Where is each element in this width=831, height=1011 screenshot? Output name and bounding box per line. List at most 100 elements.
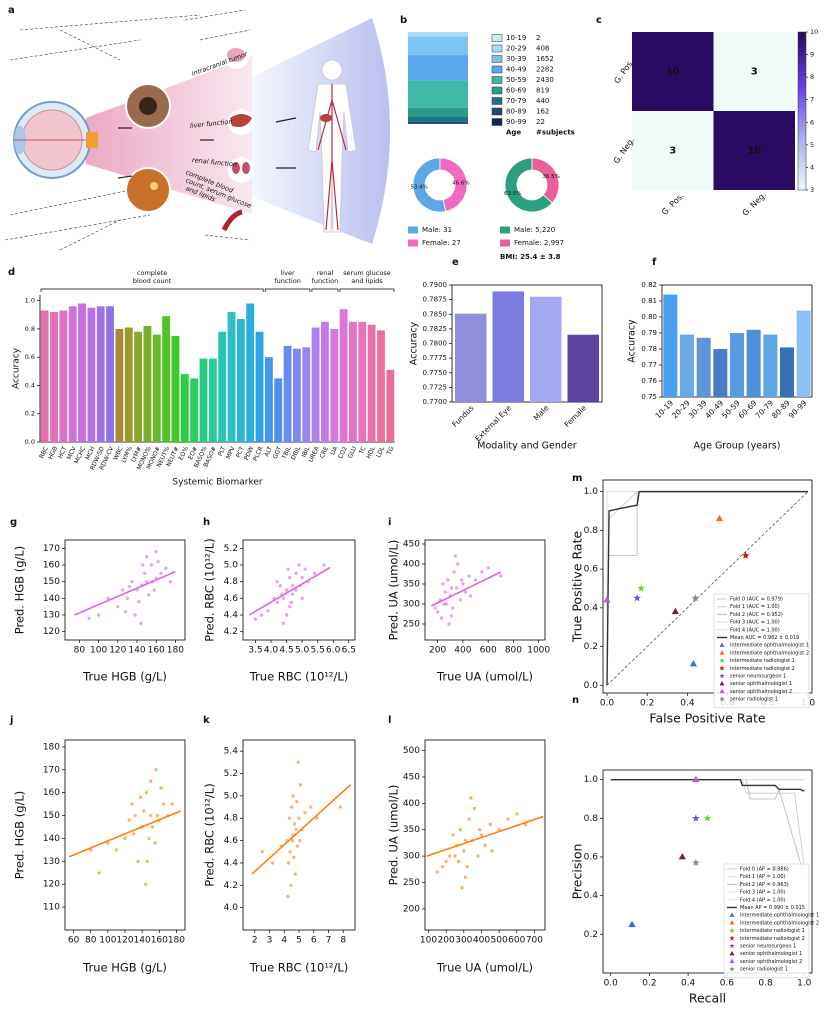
- legend-label: senior radiologist 1: [740, 967, 788, 973]
- legend-label: senior neurosurgeon 1: [730, 674, 786, 680]
- y-tick-label: 5.0: [224, 791, 239, 801]
- x-tick-label: 0.0: [600, 699, 615, 709]
- panel-label: l: [388, 715, 391, 726]
- arrow: [117, 175, 133, 179]
- point: [170, 802, 174, 806]
- donut-slice: [504, 157, 553, 213]
- reader-point: [741, 551, 750, 559]
- x-tick-label: 140: [134, 936, 151, 946]
- x-tick-label: DBIL: [290, 445, 302, 461]
- ray: [9, 189, 131, 216]
- kidney: [232, 162, 240, 174]
- stack-segment: [408, 36, 468, 56]
- y-axis-label: Accuracy: [627, 319, 638, 363]
- column-label: G. Neg.: [741, 190, 768, 217]
- panel-label: j: [9, 715, 13, 726]
- legend-marker: [729, 958, 735, 964]
- y-axis-label: Pred. RBC (10¹²/L): [203, 538, 217, 641]
- panel-label: f: [652, 257, 657, 268]
- y-tick-label: 0.75: [641, 393, 657, 401]
- colorbar-step: [798, 39, 806, 45]
- point: [314, 816, 319, 820]
- point: [292, 855, 296, 860]
- point: [480, 570, 484, 574]
- x-tick-label: 100: [90, 646, 107, 656]
- y-axis-label: Accuracy: [409, 321, 420, 365]
- body-head: [321, 59, 343, 81]
- legend-label: senior ophthalmologist 2: [740, 959, 802, 965]
- x-tick-label: 400: [473, 936, 490, 946]
- stack-segment: [408, 80, 468, 108]
- bar: [780, 347, 794, 397]
- y-tick-label: 180: [43, 742, 60, 752]
- legend-marker: [729, 950, 735, 956]
- bar: [663, 294, 678, 397]
- point: [130, 579, 134, 584]
- x-tick-label: 90-99: [787, 398, 809, 420]
- point: [469, 796, 473, 800]
- colorbar-step: [798, 146, 806, 151]
- panel-label: i: [388, 517, 391, 528]
- bar: [730, 333, 744, 397]
- y-axis-label: Pred. HGB (g/L): [13, 546, 27, 635]
- point: [291, 584, 295, 588]
- ray: [204, 234, 251, 241]
- y-tick-label: 170: [43, 544, 60, 554]
- colorbar-step: [798, 122, 806, 128]
- colorbar-step: [798, 79, 806, 84]
- reader-point: [689, 659, 698, 667]
- slice-label: 63.5%: [504, 191, 521, 197]
- colorbar-step: [798, 182, 806, 187]
- bar: [680, 334, 694, 397]
- legend-label: Fold 1 (AP = 1.00): [740, 874, 786, 880]
- x-tick-label: 300: [455, 936, 472, 946]
- group-label: blood count: [133, 277, 172, 285]
- legend-marker: [729, 943, 735, 949]
- y-tick-label: 0.8: [25, 325, 35, 333]
- point: [294, 827, 298, 832]
- y-tick-label: 0.81: [641, 297, 657, 305]
- y-tick-label: 130: [43, 857, 60, 867]
- point: [292, 822, 297, 826]
- x-tick-label: IBIL: [300, 445, 311, 459]
- legend-label: 80-89: [506, 108, 526, 116]
- point: [286, 861, 291, 865]
- y-tick-label: 5.4: [224, 747, 239, 757]
- legend-swatch: [500, 226, 510, 234]
- x-tick-label: 0.4: [680, 699, 695, 709]
- point: [296, 760, 300, 765]
- y-tick-label: 400: [403, 799, 420, 809]
- point: [142, 809, 146, 813]
- colorbar-step: [798, 91, 806, 96]
- projection-wedge: [86, 56, 252, 214]
- legend-label: Mean AP = 0.990 ± 0.015: [740, 905, 805, 911]
- colorbar-step: [798, 186, 806, 191]
- group-label: renal: [317, 269, 334, 277]
- reader-point: [692, 858, 700, 867]
- stack-segment: [408, 117, 468, 122]
- y-tick-label: 0.80: [641, 313, 657, 321]
- x-tick-label: UA: [330, 445, 340, 456]
- point: [338, 805, 342, 809]
- legend-label: senior ophthalmologist 1: [740, 951, 802, 957]
- y-tick-label: 400: [403, 560, 420, 570]
- point: [449, 614, 454, 618]
- point: [452, 570, 456, 574]
- point: [147, 836, 151, 841]
- legend-marker: [729, 920, 735, 925]
- panel-label: d: [8, 267, 15, 278]
- point: [435, 870, 440, 874]
- x-tick-label: 180: [167, 646, 184, 656]
- slice-label: 53.4%: [410, 185, 427, 191]
- legend-label: Fold 3 (AP = 1.00): [740, 890, 786, 896]
- colorbar-step: [798, 154, 806, 159]
- x-tick-label: 2: [252, 936, 258, 946]
- colorbar-step: [798, 111, 806, 116]
- legend-marker: [729, 912, 735, 917]
- point: [87, 616, 91, 621]
- y-tick-label: 4.8: [224, 814, 239, 824]
- y-tick-label: 350: [403, 580, 420, 590]
- x-axis-label: True RBC (10¹²/L): [249, 961, 349, 975]
- legend-value: 2282: [536, 66, 554, 74]
